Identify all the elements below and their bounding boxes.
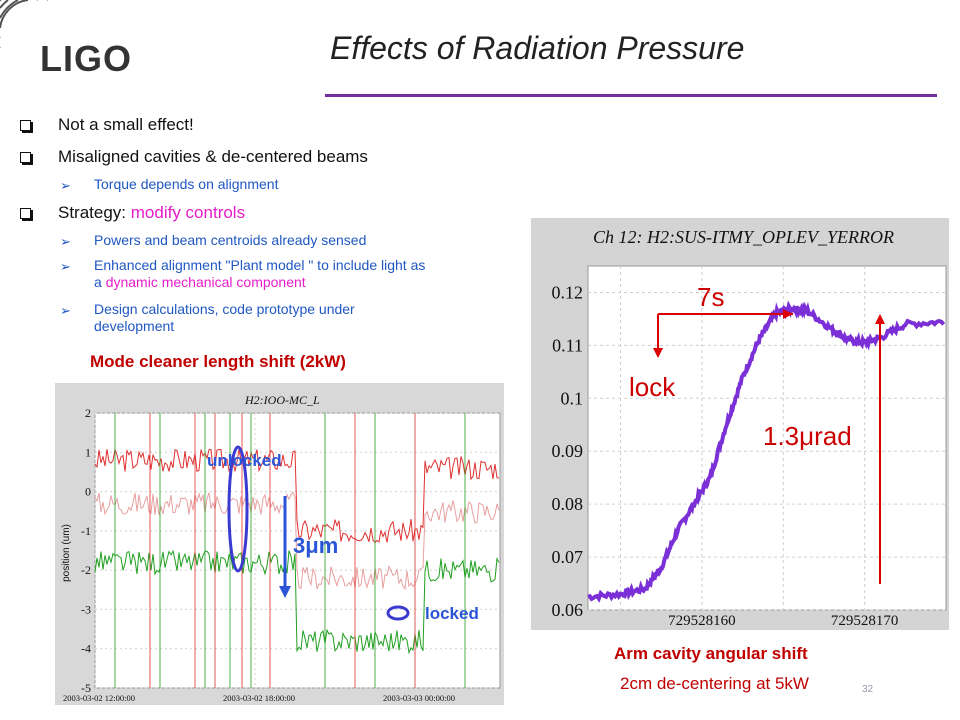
slide-title: Effects of Radiation Pressure: [330, 30, 745, 66]
y-tick-label: -3: [81, 602, 91, 616]
shift-annotation: 3μm: [293, 533, 338, 558]
ligo-logo: LIGO: [40, 38, 132, 79]
y-axis-label: position (um): [61, 524, 72, 582]
time-annotation: 7s: [697, 282, 724, 312]
y-tick-label: -1: [81, 524, 91, 538]
y-tick-label: 0.12: [552, 282, 584, 302]
title-underline: [325, 94, 937, 97]
y-tick-label: 2: [85, 406, 91, 420]
y-tick-label: 0.09: [552, 441, 584, 461]
right-figure-subcaption: 2cm de-centering at 5kW: [620, 674, 809, 693]
y-tick-label: 0.08: [552, 494, 584, 514]
square-bullet-icon: [20, 120, 31, 131]
y-tick-label: 0.06: [552, 600, 584, 620]
sub-bullet: ➢ Powers and beam centroids already sens…: [60, 232, 367, 249]
ligo-logo-arcs: [0, 0, 48, 48]
slide-number: 32: [862, 684, 874, 695]
y-tick-label: -5: [81, 681, 91, 695]
chart-title: H2:IOO-MC_L: [244, 393, 320, 407]
sub-bullet: ➢ Torque depends on alignment: [60, 176, 279, 193]
unlocked-ellipse: [227, 445, 249, 573]
y-tick-label: -2: [81, 563, 91, 577]
shift-annotation: 1.3μrad: [763, 421, 852, 451]
y-tick-label: 0.11: [552, 335, 583, 355]
arrow-bullet-icon: ➢: [60, 259, 71, 274]
bullet-3: Strategy: modify controls: [20, 203, 246, 223]
arrow-bullet-icon: ➢: [60, 234, 71, 249]
square-bullet-icon: [20, 152, 31, 163]
unlocked-annotation: unlocked: [207, 451, 282, 470]
arrow-head-icon: [653, 348, 663, 358]
x-tick-label: 2003-03-02 18:00:00: [223, 693, 295, 703]
square-bullet-icon: [20, 208, 31, 219]
mode-cleaner-chart: H2:IOO-MC_L 2 1 0 -1 -2 -3 -4 -5 2003-03-02 12:…: [55, 383, 504, 705]
y-tick-label: 1: [85, 445, 91, 459]
y-tick-label: 0: [85, 485, 91, 499]
arrow-head-icon: [875, 314, 885, 324]
arrow-head-icon: [783, 309, 793, 319]
arrow-head-icon: [279, 586, 291, 598]
y-tick-label: 0.1: [561, 388, 584, 408]
highlight-text: dynamic mechanical component: [105, 274, 306, 290]
bullet-2: Misaligned cavities & de-centered beams: [20, 147, 368, 167]
oplev-trace: [587, 300, 946, 603]
oplev-chart: Ch 12: H2:SUS-ITMY_OPLEV_YERROR 0.120.11…: [531, 218, 949, 630]
right-figure-caption: Arm cavity angular shift: [614, 644, 808, 663]
bullet-1: Not a small effect!: [20, 115, 194, 135]
sub-bullet: ➢ Enhanced alignment "Plant model " to i…: [60, 257, 426, 290]
locked-annotation: locked: [425, 604, 479, 623]
arrow-bullet-icon: ➢: [60, 178, 71, 193]
x-tick-label: 729528170: [831, 613, 899, 629]
x-tick-label: 2003-03-03 00:00:00: [383, 693, 455, 703]
mc-trace-line: [94, 549, 500, 655]
x-tick-label: 729528160: [668, 613, 736, 629]
locked-ellipse: [386, 605, 410, 621]
lock-annotation: lock: [629, 372, 676, 402]
mc-trace-line: [94, 447, 500, 544]
mc-trace-line: [94, 491, 500, 591]
y-tick-label: -4: [81, 642, 91, 656]
x-tick-label: 2003-03-02 12:00:00: [63, 693, 135, 703]
y-tick-label: 0.07: [552, 547, 584, 567]
highlight-text: modify controls: [130, 203, 246, 222]
mc-traces: [94, 413, 500, 688]
arrow-bullet-icon: ➢: [60, 303, 71, 318]
left-figure-caption: Mode cleaner length shift (2kW): [90, 352, 346, 371]
sub-bullet: ➢ Design calculations, code prototype un…: [60, 301, 355, 334]
chart-title: Ch 12: H2:SUS-ITMY_OPLEV_YERROR: [593, 227, 894, 247]
plot-area: [94, 412, 501, 689]
